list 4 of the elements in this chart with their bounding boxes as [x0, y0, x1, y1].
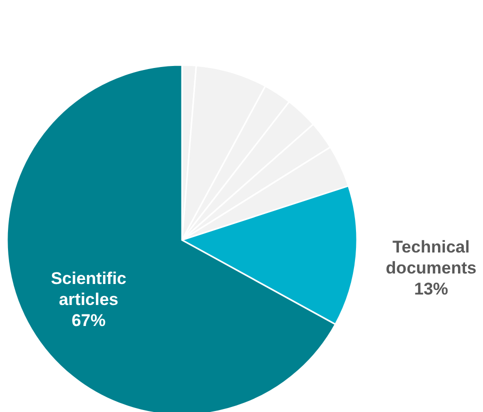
data-label: 13% — [414, 280, 448, 299]
slice-label: Technical documents — [386, 238, 476, 278]
slice-label: Scientific articles — [50, 269, 126, 310]
data-label: 67% — [72, 311, 106, 330]
